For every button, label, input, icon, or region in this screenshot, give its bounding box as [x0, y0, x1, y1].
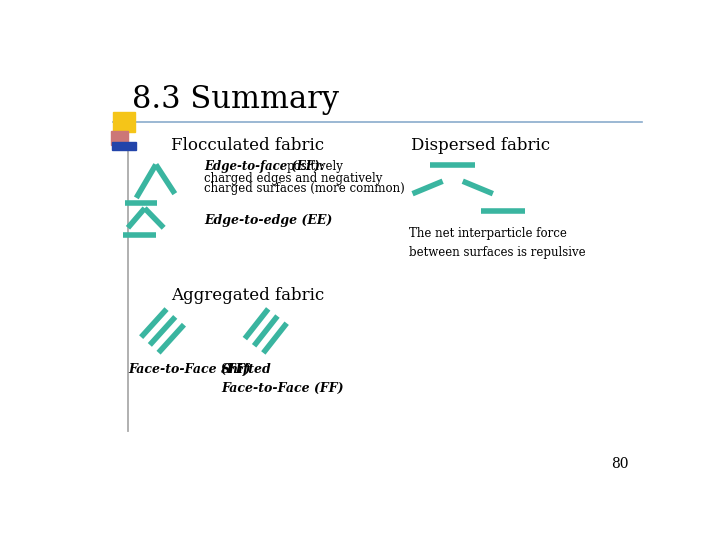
Text: 80: 80	[611, 457, 629, 471]
Text: charged edges and negatively: charged edges and negatively	[204, 172, 383, 185]
Text: Face-to-Face (FF): Face-to-Face (FF)	[221, 382, 343, 395]
Text: Shifted: Shifted	[221, 363, 272, 376]
Text: positively: positively	[287, 160, 344, 173]
Text: The net interparticle force
between surfaces is repulsive: The net interparticle force between surf…	[409, 227, 586, 259]
Text: Aggregated fabric: Aggregated fabric	[171, 287, 324, 304]
Text: Face-to-Face (FF): Face-to-Face (FF)	[128, 363, 251, 376]
Text: 8.3 Summary: 8.3 Summary	[132, 84, 339, 114]
Bar	[114, 112, 135, 132]
Text: Edge-to-face (EF):: Edge-to-face (EF):	[204, 160, 325, 173]
Text: Dispersed fabric: Dispersed fabric	[411, 137, 550, 154]
Text: charged surfaces (more common): charged surfaces (more common)	[204, 182, 405, 195]
Bar	[111, 131, 128, 145]
Bar	[112, 141, 136, 150]
Text: Flocculated fabric: Flocculated fabric	[171, 137, 324, 154]
Text: Edge-to-edge (EE): Edge-to-edge (EE)	[204, 214, 333, 227]
